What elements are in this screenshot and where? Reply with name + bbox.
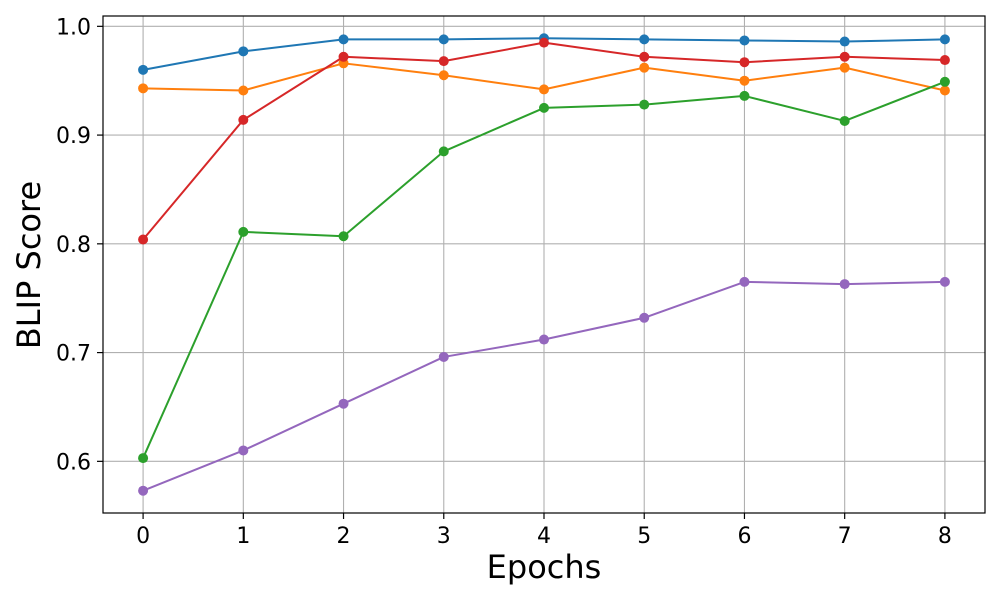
data-point [639,312,650,323]
data-point [739,75,750,86]
data-point [639,62,650,73]
x-tick-label: 1 [236,524,250,549]
y-tick-label: 0.8 [56,233,91,258]
x-tick-label: 8 [938,524,952,549]
data-point [539,84,549,95]
series-2 [138,58,950,96]
x-tick-label: 4 [537,524,551,549]
data-point [939,76,950,87]
data-point [138,453,149,464]
data-point [739,35,750,46]
data-point [839,279,850,290]
data-point [138,485,149,496]
data-point [238,445,249,456]
y-tick-label: 1.0 [56,15,91,40]
data-point [438,146,449,157]
series-4 [138,37,950,245]
data-point [238,114,249,125]
data-point [438,34,449,45]
y-tick-label: 0.7 [56,342,91,367]
ticks: 0 1 2 3 4 5 6 7 8 0.6 0.7 0.8 0.9 1.0 [56,15,952,549]
x-tick-label: 3 [437,524,451,549]
data-point [739,90,750,101]
data-point [238,226,249,237]
data-point [438,351,449,362]
data-point [939,34,950,45]
x-tick-label: 2 [337,524,351,549]
y-tick-label: 0.6 [56,450,91,475]
y-tick-label: 0.9 [56,124,91,149]
data-point [138,83,149,94]
x-tick-label: 6 [737,524,751,549]
y-axis-label: BLIP Score [10,181,48,349]
data-point [939,55,950,66]
data-point [338,398,349,409]
data-point [839,115,850,126]
data-point [338,34,349,45]
data-point [138,64,149,75]
data-point [138,234,149,245]
data-point [639,51,650,62]
series-layer [138,33,950,496]
x-tick-label: 7 [838,524,852,549]
data-point [639,99,650,110]
data-point [438,70,449,81]
data-point [839,62,850,73]
x-tick-label: 5 [637,524,651,549]
grid [103,16,985,513]
x-axis-label: Epochs [487,548,602,586]
data-point [939,85,950,96]
data-point [238,85,249,96]
data-point [639,34,650,45]
data-point [739,57,750,68]
data-point [539,334,549,345]
data-point [939,276,950,287]
series-3 [138,76,950,464]
data-point [338,51,349,62]
data-point [839,51,850,62]
data-point [338,231,349,242]
data-point [438,56,449,67]
series-5 [138,276,950,496]
data-point [839,36,850,47]
data-point [539,102,549,113]
x-tick-label: 0 [136,524,150,549]
data-point [238,46,249,57]
data-point [539,37,549,48]
data-point [739,276,750,287]
